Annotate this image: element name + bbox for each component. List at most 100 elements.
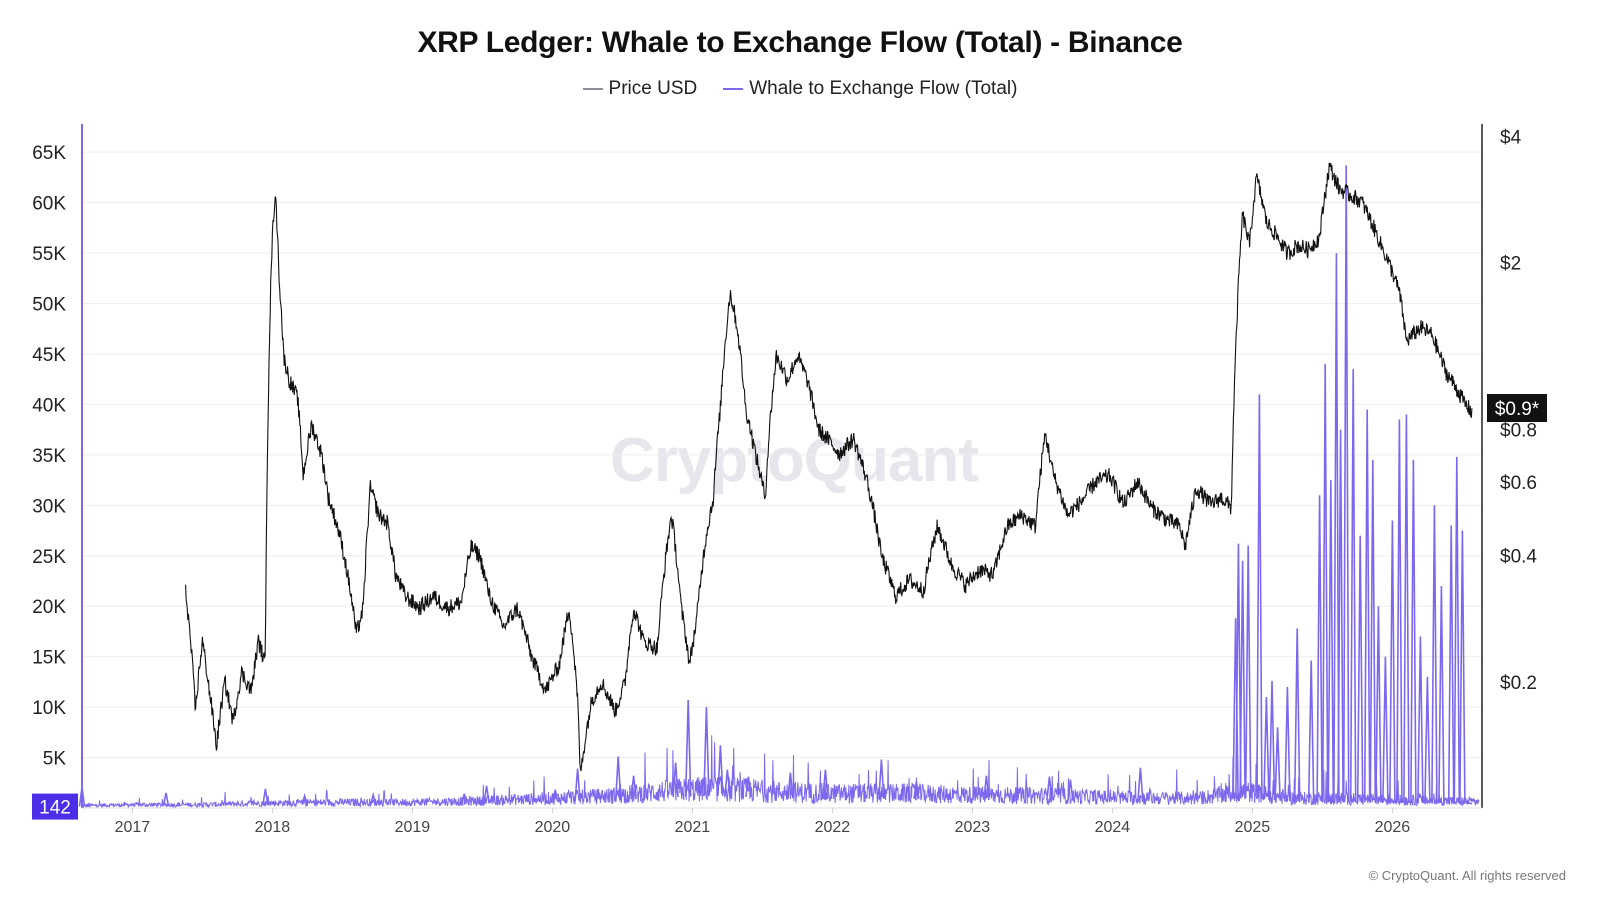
flow-spike: [1256, 394, 1263, 800]
flow-spike: [913, 781, 920, 800]
x-tick-label: 2018: [255, 819, 291, 836]
flow-spike: [1417, 636, 1424, 804]
flow-spike: [1235, 543, 1242, 799]
flow-spike: [672, 762, 679, 798]
flow-spike: [1293, 628, 1301, 802]
flow-spike: [369, 791, 377, 805]
flow-spike: [1447, 525, 1455, 804]
flow-spike: [1369, 459, 1377, 803]
flow-spike: [1410, 459, 1417, 804]
flow-spike: [78, 786, 86, 807]
y-left-tick-label: 35K: [32, 446, 66, 467]
y-left-tick-label: 20K: [32, 597, 66, 618]
flow-spike: [551, 789, 559, 803]
watermark: CryptoQuant: [610, 426, 979, 495]
flow-spike: [1396, 419, 1403, 803]
flow-spike: [1337, 429, 1344, 803]
flow-spike: [1431, 505, 1438, 804]
price-series-line: [185, 162, 1473, 772]
y-left-tick-label: 45K: [32, 345, 66, 366]
flow-spike: [1244, 545, 1252, 799]
flow-spike: [684, 700, 692, 797]
flow-spike: [1316, 495, 1323, 803]
chart-title: XRP Ledger: Whale to Exchange Flow (Tota…: [417, 26, 1183, 59]
x-tick-label: 2021: [675, 819, 711, 836]
flow-spike: [1284, 686, 1291, 802]
flow-spike: [1327, 480, 1335, 803]
y-right-tick-label: $2: [1500, 254, 1521, 275]
chart-legend: Price USD Whale to Exchange Flow (Total): [0, 78, 1600, 100]
flow-spike: [1307, 660, 1315, 803]
flow-spike: [1342, 165, 1350, 803]
x-tick-label: 2024: [1095, 819, 1131, 836]
flow-spike: [1356, 535, 1364, 803]
flow-spike: [1466, 802, 1473, 805]
legend-item-flow[interactable]: Whale to Exchange Flow (Total): [723, 78, 1017, 100]
y-right-tick-label: $0.4: [1500, 547, 1537, 568]
flow-spike: [787, 772, 794, 799]
y-left-tick-label: 15K: [32, 648, 66, 669]
flow-spike: [483, 785, 490, 804]
y-right-tick-label: $0.8: [1500, 420, 1537, 441]
flow-spike: [1263, 696, 1270, 800]
flow-spike: [162, 792, 170, 807]
current-price-badge: [1487, 394, 1547, 423]
flow-spike: [1046, 776, 1053, 801]
flow-spike: [262, 788, 269, 806]
flow-spike: [1453, 456, 1461, 804]
legend-swatch-price: [582, 88, 603, 90]
flow-spike: [717, 745, 724, 796]
flow-spike: [1424, 676, 1431, 804]
flow-spike: [460, 793, 468, 804]
flow-spike: [1137, 767, 1144, 802]
flow-spike: [1389, 520, 1396, 803]
current-flow-value: 142: [39, 798, 71, 819]
y-right-tick-label: $0.2: [1500, 673, 1537, 694]
flow-spike: [703, 707, 710, 797]
x-tick-label: 2020: [535, 819, 571, 836]
y-left-tick-label: 30K: [32, 496, 66, 517]
flow-spike: [822, 769, 829, 799]
flow-spike: [1375, 606, 1382, 803]
current-price-value: $0.9*: [1495, 399, 1540, 420]
y-left-tick-label: 40K: [32, 395, 66, 416]
copyright-notice: © CryptoQuant. All rights reserved: [1368, 868, 1566, 883]
y-left-tick-label: 60K: [32, 194, 66, 215]
y-right-tick-label: $4: [1500, 127, 1522, 148]
flow-spike: [745, 776, 752, 797]
flow-spike: [1438, 586, 1445, 804]
x-tick-label: 2025: [1235, 819, 1271, 836]
flow-spike: [1067, 779, 1074, 801]
x-tick-label: 2019: [395, 819, 431, 836]
y-left-tick-label: 50K: [32, 295, 66, 316]
y-left-tick-label: 10K: [32, 698, 66, 719]
flow-spike: [614, 756, 622, 800]
x-tick-label: 2017: [115, 819, 151, 836]
flow-spike: [1274, 727, 1281, 801]
flow-spike: [301, 792, 308, 805]
current-flow-badge: [32, 793, 78, 820]
y-left-tick-label: 55K: [32, 244, 66, 265]
flow-spike: [630, 775, 637, 800]
x-tick-label: 2026: [1375, 819, 1411, 836]
y-left-tick-label: 65K: [32, 143, 66, 164]
flow-spike: [1349, 369, 1357, 803]
legend-label-flow: Whale to Exchange Flow (Total): [749, 78, 1018, 99]
flow-spike: [574, 768, 581, 802]
flow-spike: [1363, 409, 1371, 803]
flow-spike: [983, 775, 990, 801]
flow-spike: [1333, 253, 1340, 803]
x-tick-label: 2022: [815, 819, 851, 836]
flow-spike: [878, 759, 885, 799]
legend-label-price: Price USD: [608, 78, 698, 99]
y-left-tick-label: 25K: [32, 547, 66, 568]
flow-spike: [1459, 530, 1466, 804]
y-left-tick-label: 5K: [43, 749, 67, 770]
legend-swatch-flow: [723, 88, 744, 90]
flow-spike: [1321, 364, 1329, 803]
flow-spike: [1268, 680, 1276, 801]
legend-item-price[interactable]: Price USD: [582, 78, 698, 100]
x-tick-label: 2023: [955, 819, 991, 836]
y-right-tick-label: $0.6: [1500, 473, 1537, 494]
